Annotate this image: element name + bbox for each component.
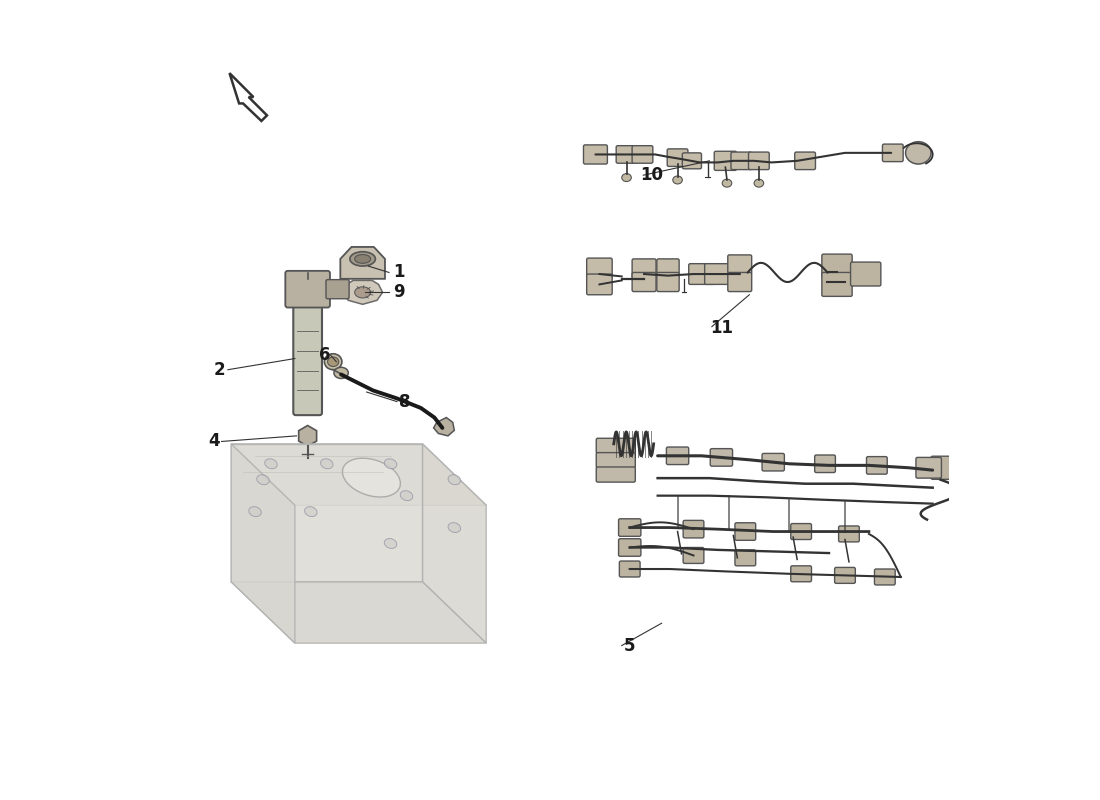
Text: 8: 8 — [399, 393, 410, 410]
FancyBboxPatch shape — [867, 457, 888, 474]
FancyBboxPatch shape — [882, 144, 903, 162]
Ellipse shape — [354, 254, 371, 263]
Ellipse shape — [256, 474, 270, 485]
Ellipse shape — [723, 179, 732, 187]
FancyBboxPatch shape — [586, 258, 613, 279]
FancyBboxPatch shape — [874, 569, 895, 585]
FancyBboxPatch shape — [815, 455, 835, 473]
Polygon shape — [230, 73, 267, 121]
Ellipse shape — [328, 357, 339, 366]
FancyBboxPatch shape — [711, 449, 733, 466]
FancyBboxPatch shape — [668, 149, 688, 166]
FancyBboxPatch shape — [326, 280, 349, 298]
Ellipse shape — [342, 458, 400, 497]
Polygon shape — [340, 247, 385, 279]
FancyBboxPatch shape — [835, 567, 856, 583]
FancyBboxPatch shape — [618, 518, 641, 536]
Ellipse shape — [448, 474, 461, 485]
Polygon shape — [231, 444, 486, 506]
FancyBboxPatch shape — [667, 447, 689, 465]
FancyBboxPatch shape — [705, 264, 730, 285]
Text: 1: 1 — [393, 263, 405, 282]
Text: 10: 10 — [640, 166, 663, 184]
FancyBboxPatch shape — [285, 271, 330, 307]
FancyBboxPatch shape — [728, 255, 751, 274]
FancyBboxPatch shape — [596, 438, 636, 454]
Ellipse shape — [905, 142, 931, 164]
FancyBboxPatch shape — [632, 259, 656, 278]
Ellipse shape — [249, 506, 262, 517]
Text: 5: 5 — [624, 637, 636, 654]
FancyBboxPatch shape — [838, 526, 859, 542]
FancyBboxPatch shape — [683, 520, 704, 538]
FancyBboxPatch shape — [596, 467, 636, 482]
FancyBboxPatch shape — [657, 259, 679, 278]
FancyBboxPatch shape — [616, 146, 637, 163]
FancyBboxPatch shape — [735, 522, 756, 540]
Ellipse shape — [320, 459, 333, 469]
Polygon shape — [299, 426, 317, 446]
Ellipse shape — [324, 354, 342, 370]
Ellipse shape — [384, 538, 397, 549]
FancyBboxPatch shape — [762, 454, 784, 471]
FancyBboxPatch shape — [794, 152, 815, 170]
Ellipse shape — [350, 252, 375, 266]
Ellipse shape — [334, 367, 349, 378]
FancyBboxPatch shape — [728, 273, 751, 291]
FancyBboxPatch shape — [294, 298, 322, 415]
FancyBboxPatch shape — [583, 145, 607, 164]
Ellipse shape — [384, 459, 397, 469]
Polygon shape — [231, 582, 486, 643]
FancyBboxPatch shape — [596, 453, 636, 468]
Ellipse shape — [621, 174, 631, 182]
FancyBboxPatch shape — [632, 273, 656, 291]
Text: 6: 6 — [319, 346, 331, 364]
FancyBboxPatch shape — [748, 152, 769, 170]
Text: 9: 9 — [393, 283, 405, 302]
FancyBboxPatch shape — [586, 274, 613, 294]
FancyBboxPatch shape — [916, 458, 942, 478]
FancyBboxPatch shape — [732, 152, 751, 170]
Polygon shape — [433, 418, 454, 436]
FancyBboxPatch shape — [683, 547, 704, 563]
Ellipse shape — [400, 490, 412, 501]
FancyBboxPatch shape — [632, 146, 652, 163]
FancyBboxPatch shape — [689, 264, 714, 285]
Polygon shape — [422, 444, 486, 643]
FancyBboxPatch shape — [735, 550, 756, 566]
FancyBboxPatch shape — [657, 273, 679, 291]
FancyBboxPatch shape — [791, 566, 812, 582]
Ellipse shape — [265, 459, 277, 469]
Text: 11: 11 — [710, 319, 733, 338]
Ellipse shape — [755, 179, 763, 187]
Polygon shape — [231, 444, 295, 643]
Text: 2: 2 — [213, 361, 226, 378]
FancyBboxPatch shape — [714, 151, 737, 170]
Polygon shape — [231, 444, 422, 582]
Ellipse shape — [354, 286, 371, 298]
Polygon shape — [343, 281, 383, 304]
FancyBboxPatch shape — [791, 523, 812, 539]
Ellipse shape — [448, 522, 461, 533]
FancyBboxPatch shape — [822, 254, 853, 278]
FancyBboxPatch shape — [618, 538, 641, 556]
FancyBboxPatch shape — [850, 262, 881, 286]
Text: 4: 4 — [208, 433, 219, 450]
Ellipse shape — [673, 176, 682, 184]
FancyBboxPatch shape — [931, 456, 958, 479]
FancyBboxPatch shape — [822, 273, 853, 296]
FancyBboxPatch shape — [682, 153, 702, 169]
Ellipse shape — [305, 506, 317, 517]
FancyBboxPatch shape — [619, 561, 640, 577]
